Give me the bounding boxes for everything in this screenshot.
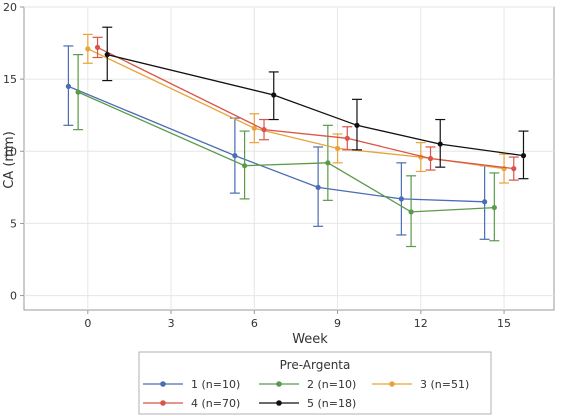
legend-swatch-marker (276, 381, 282, 387)
data-point (242, 163, 248, 169)
data-point (65, 83, 71, 89)
plot-frame (23, 6, 555, 311)
series-4 (92, 36, 519, 181)
y-tick-label: 20 (3, 1, 17, 14)
data-point (408, 209, 414, 215)
legend-item-2: 2 (n=10) (259, 378, 356, 391)
data-point (482, 199, 488, 205)
legend-label: 1 (n=10) (191, 378, 240, 391)
data-point (75, 89, 81, 95)
x-tick-label: 15 (497, 317, 511, 330)
series-2 (73, 54, 500, 248)
series-1 (63, 45, 490, 240)
legend: Pre-Argenta 1 (n=10) 2 (n=10) 3 (n=51) 4 (n… (138, 351, 492, 415)
data-point (251, 125, 257, 131)
data-point (261, 127, 267, 133)
x-axis-ticks: 0 3 6 9 12 15 (84, 310, 511, 330)
legend-swatch-marker (276, 400, 282, 406)
data-point (398, 196, 404, 202)
data-point (315, 184, 321, 190)
data-point (511, 166, 517, 172)
legend-label: 4 (n=70) (191, 397, 240, 410)
data-point (427, 155, 434, 162)
legend-swatch-marker (160, 400, 166, 406)
data-point (354, 122, 360, 128)
y-tick-label: 10 (3, 145, 17, 158)
legend-label: 3 (n=51) (420, 378, 469, 391)
x-axis-label: Week (292, 332, 328, 347)
legend-label: 5 (n=18) (307, 397, 356, 410)
legend-frame (138, 351, 492, 415)
data-point (334, 145, 341, 151)
series-5 (102, 26, 529, 180)
legend-item-5: 5 (n=18) (259, 397, 356, 410)
data-point (232, 153, 238, 159)
data-point (520, 153, 527, 159)
y-axis-ticks: 0 5 10 15 20 (3, 1, 24, 303)
legend-item-4: 4 (n=70) (143, 397, 240, 410)
data-point (491, 204, 497, 211)
legend-item-1: 1 (n=10) (143, 378, 240, 391)
y-tick-label: 0 (10, 290, 17, 303)
data-point (271, 92, 277, 98)
x-tick-label: 6 (251, 317, 258, 330)
x-tick-label: 0 (84, 317, 91, 330)
legend-title: Pre-Argenta (280, 358, 351, 372)
data-point (85, 46, 91, 52)
data-point (94, 44, 101, 51)
series-layer (63, 26, 529, 248)
legend-label: 2 (n=10) (307, 378, 356, 391)
x-tick-label: 9 (334, 317, 341, 330)
y-tick-label: 15 (3, 73, 17, 86)
y-tick-label: 5 (10, 217, 17, 230)
data-point (104, 52, 110, 58)
legend-swatch-marker (160, 381, 166, 387)
x-tick-label: 3 (168, 317, 175, 330)
y-axis-label: CA (mm) (2, 131, 17, 189)
data-point (437, 141, 443, 147)
x-tick-label: 12 (414, 317, 428, 330)
data-point (344, 135, 350, 141)
legend-items: 1 (n=10) 2 (n=10) 3 (n=51) 4 (n=70) 5 (n=18) (143, 378, 469, 410)
legend-item-3: 3 (n=51) (372, 378, 469, 391)
legend-swatch-marker (389, 381, 395, 387)
data-point (325, 160, 331, 166)
